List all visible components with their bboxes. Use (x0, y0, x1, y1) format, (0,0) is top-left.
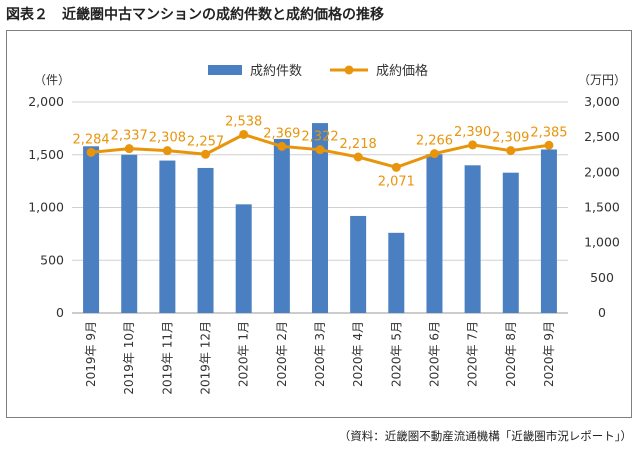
price-point (544, 140, 554, 150)
x-tick-label: 2019年 11月 (160, 321, 174, 395)
x-tick-label: 2020年 2月 (275, 321, 289, 387)
price-data-label: 2,385 (530, 125, 567, 140)
figure-title: 図表２ 近畿圏中古マンションの成約件数と成約価格の推移 (6, 7, 384, 23)
price-point (162, 146, 172, 156)
bar (83, 146, 100, 313)
price-point (468, 140, 478, 150)
bar (388, 232, 405, 313)
bar (159, 160, 176, 313)
price-point (506, 146, 516, 156)
price-point (353, 152, 363, 162)
price-data-label: 2,538 (225, 114, 262, 129)
x-tick-label: 2020年 9月 (542, 321, 556, 387)
left-axis-tick-label: 500 (40, 252, 64, 267)
price-point (315, 145, 325, 155)
x-tick-label: 2020年 7月 (466, 321, 480, 387)
bar (273, 138, 290, 313)
left-axis-unit: （件） (34, 73, 70, 87)
legend-label-bar: 成約件数 (250, 64, 302, 79)
price-point (239, 129, 249, 139)
right-axis-tick-label: 1,500 (584, 200, 620, 215)
price-point (429, 149, 439, 159)
price-point (201, 149, 211, 159)
legend-swatch-marker (344, 65, 354, 75)
bar (426, 154, 443, 313)
legend-swatch-bar (208, 65, 242, 75)
bar (121, 154, 138, 313)
bar (540, 149, 557, 313)
x-tick-label: 2020年 8月 (504, 321, 518, 387)
right-axis-tick-label: 1,000 (584, 235, 620, 250)
x-tick-label: 2019年 9月 (84, 321, 98, 387)
x-tick-label: 2019年 10月 (122, 321, 136, 395)
price-data-label: 2,369 (263, 126, 300, 141)
x-tick-label: 2019年 12月 (199, 321, 213, 395)
price-data-label: 2,322 (301, 130, 338, 145)
x-tick-label: 2020年 5月 (389, 321, 403, 387)
x-tick-label: 2020年 4月 (351, 321, 365, 387)
price-data-label: 2,337 (111, 129, 148, 144)
price-data-label: 2,309 (492, 131, 529, 146)
price-data-label: 2,071 (378, 174, 415, 189)
price-data-label: 2,390 (454, 125, 491, 140)
left-axis-tick-label: 2,000 (28, 94, 64, 109)
price-data-label: 2,284 (72, 132, 109, 147)
x-tick-label: 2020年 6月 (427, 321, 441, 387)
bar (350, 215, 367, 313)
bar (197, 167, 214, 313)
price-point (391, 162, 401, 172)
right-axis-tick-label: 0 (598, 305, 606, 320)
right-axis-tick-label: 500 (590, 270, 614, 285)
right-axis-unit: （万円） (578, 73, 626, 87)
price-data-label: 2,218 (340, 137, 377, 152)
right-axis-tick-label: 2,500 (584, 129, 620, 144)
bar (312, 123, 328, 313)
bar (502, 172, 519, 313)
price-point (86, 147, 96, 157)
left-axis-tick-label: 1,000 (28, 200, 64, 215)
price-point (277, 141, 287, 151)
left-axis-tick-label: 1,500 (28, 147, 64, 162)
price-data-label: 2,257 (187, 134, 224, 149)
x-tick-label: 2020年 3月 (313, 321, 327, 387)
legend-label-line: 成約価格 (376, 63, 428, 79)
chart-frame (6, 30, 632, 418)
right-axis-tick-label: 2,000 (584, 164, 620, 179)
x-tick-label: 2020年 1月 (237, 321, 251, 387)
source-note: （資料：近畿圏不動産流通機構「近畿圏市況レポート」） (338, 429, 632, 443)
price-data-label: 2,266 (416, 134, 453, 149)
price-point (124, 144, 134, 154)
bar (235, 204, 252, 313)
bar (464, 165, 481, 313)
right-axis-tick-label: 3,000 (584, 94, 620, 109)
price-data-label: 2,308 (149, 131, 186, 146)
left-axis-tick-label: 0 (56, 305, 64, 320)
